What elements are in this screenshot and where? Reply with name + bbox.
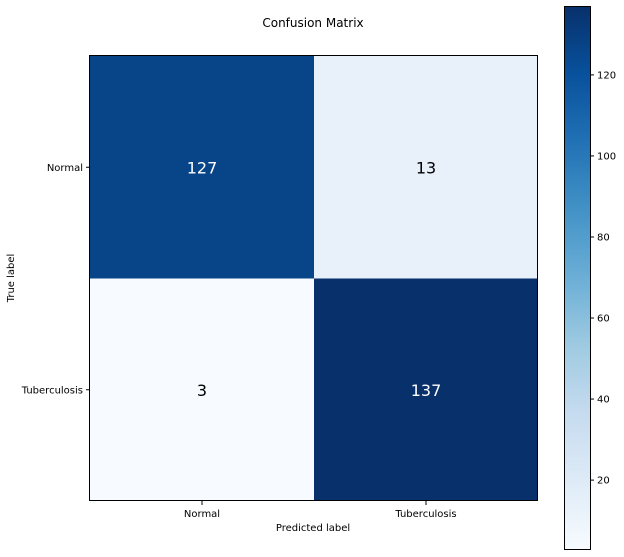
- cell-value-label: 13: [416, 158, 436, 177]
- chart-title: Confusion Matrix: [262, 16, 363, 30]
- colorbar-ticks: 20 40 60 80 100 120: [590, 70, 616, 487]
- heatmap-cell: [90, 278, 314, 501]
- heatmap-value-labels: 127 13 3 137: [187, 158, 442, 400]
- heatmap-cells: [90, 56, 538, 501]
- y-axis-ticks: Normal Tuberculosis: [21, 163, 90, 396]
- cell-value-label: 137: [411, 381, 442, 400]
- heatmap-cell: [314, 278, 538, 501]
- heatmap-cell: [90, 56, 314, 279]
- y-axis-label: True label: [6, 254, 17, 304]
- colorbar-tick-label: 80: [597, 232, 610, 243]
- heatmap-cell: [314, 56, 538, 279]
- cell-value-label: 127: [187, 158, 218, 177]
- y-tick-label: Tuberculosis: [21, 385, 83, 396]
- colorbar-tick-label: 60: [597, 314, 610, 325]
- x-axis-ticks: Normal Tuberculosis: [184, 501, 457, 520]
- colorbar-tick-label: 20: [597, 476, 610, 487]
- x-axis-label: Predicted label: [276, 523, 350, 534]
- plot-frame: [89, 55, 538, 501]
- colorbar-tick-label: 120: [597, 70, 616, 81]
- colorbar-tick-label: 40: [597, 395, 610, 406]
- y-tick-label: Normal: [47, 163, 83, 174]
- x-tick-label: Normal: [184, 509, 220, 520]
- x-tick-label: Tuberculosis: [394, 509, 456, 520]
- cell-value-label: 3: [197, 381, 207, 400]
- colorbar-gradient: [564, 6, 590, 549]
- colorbar-tick-label: 100: [597, 151, 616, 162]
- colorbar-frame: [564, 6, 591, 550]
